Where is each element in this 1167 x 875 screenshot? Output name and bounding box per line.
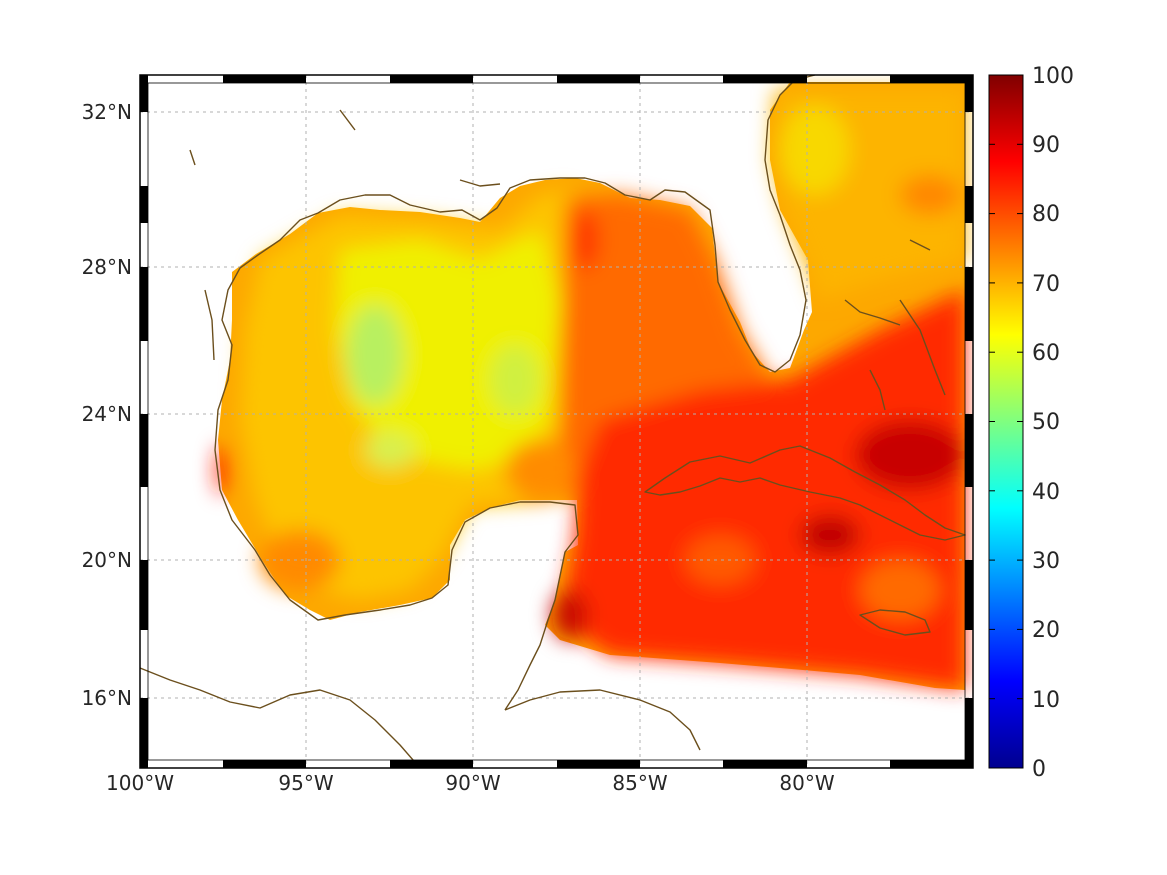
bahamas [844, 239, 946, 411]
lat-tick-16: 16°N [82, 686, 132, 710]
colorbar-tick-30: 30 [1032, 549, 1060, 574]
colorbar-tick-70: 70 [1032, 272, 1060, 297]
colorbar-tick-50: 50 [1032, 410, 1060, 435]
lon-tick-90: 90°W [445, 771, 500, 795]
colorbar-tick-90: 90 [1032, 133, 1060, 158]
gulf-coast-us-mexico [214, 212, 579, 711]
us-gulf-north-coast [317, 74, 816, 373]
coastlines [139, 74, 966, 769]
cuba-coast [644, 445, 966, 541]
colorbar-tick-60: 60 [1032, 341, 1060, 366]
colorbar-ticks [989, 143, 1023, 700]
lon-tick-100: 100°W [106, 771, 174, 795]
lon-tick-85: 85°W [612, 771, 667, 795]
texas-inland [189, 109, 501, 361]
lon-tick-80: 80°W [779, 771, 834, 795]
data-field [216, 82, 965, 690]
hispaniola-jamaica [859, 609, 931, 636]
colorbar-tick-80: 80 [1032, 202, 1060, 227]
lon-tick-95: 95°W [278, 771, 333, 795]
lat-tick-32: 32°N [82, 100, 132, 124]
lat-tick-20: 20°N [82, 548, 132, 572]
colorbar-tick-40: 40 [1032, 480, 1060, 505]
colorbar: 100 90 80 70 60 50 40 30 20 10 0 [988, 64, 1074, 782]
grid-lines [140, 75, 973, 768]
lat-tick-labels: 32°N 28°N 24°N 20°N 16°N [82, 100, 132, 710]
colorbar-tick-10: 10 [1032, 688, 1060, 713]
map-frame [139, 74, 974, 769]
colorbar-tick-20: 20 [1032, 618, 1060, 643]
lat-tick-24: 24°N [82, 402, 132, 426]
lon-tick-labels: 100°W 95°W 90°W 85°W 80°W [106, 771, 835, 795]
central-america-coast [139, 667, 701, 769]
colorbar-tick-0: 0 [1032, 757, 1046, 782]
colorbar-tick-100: 100 [1032, 64, 1074, 89]
lat-tick-28: 28°N [82, 255, 132, 279]
